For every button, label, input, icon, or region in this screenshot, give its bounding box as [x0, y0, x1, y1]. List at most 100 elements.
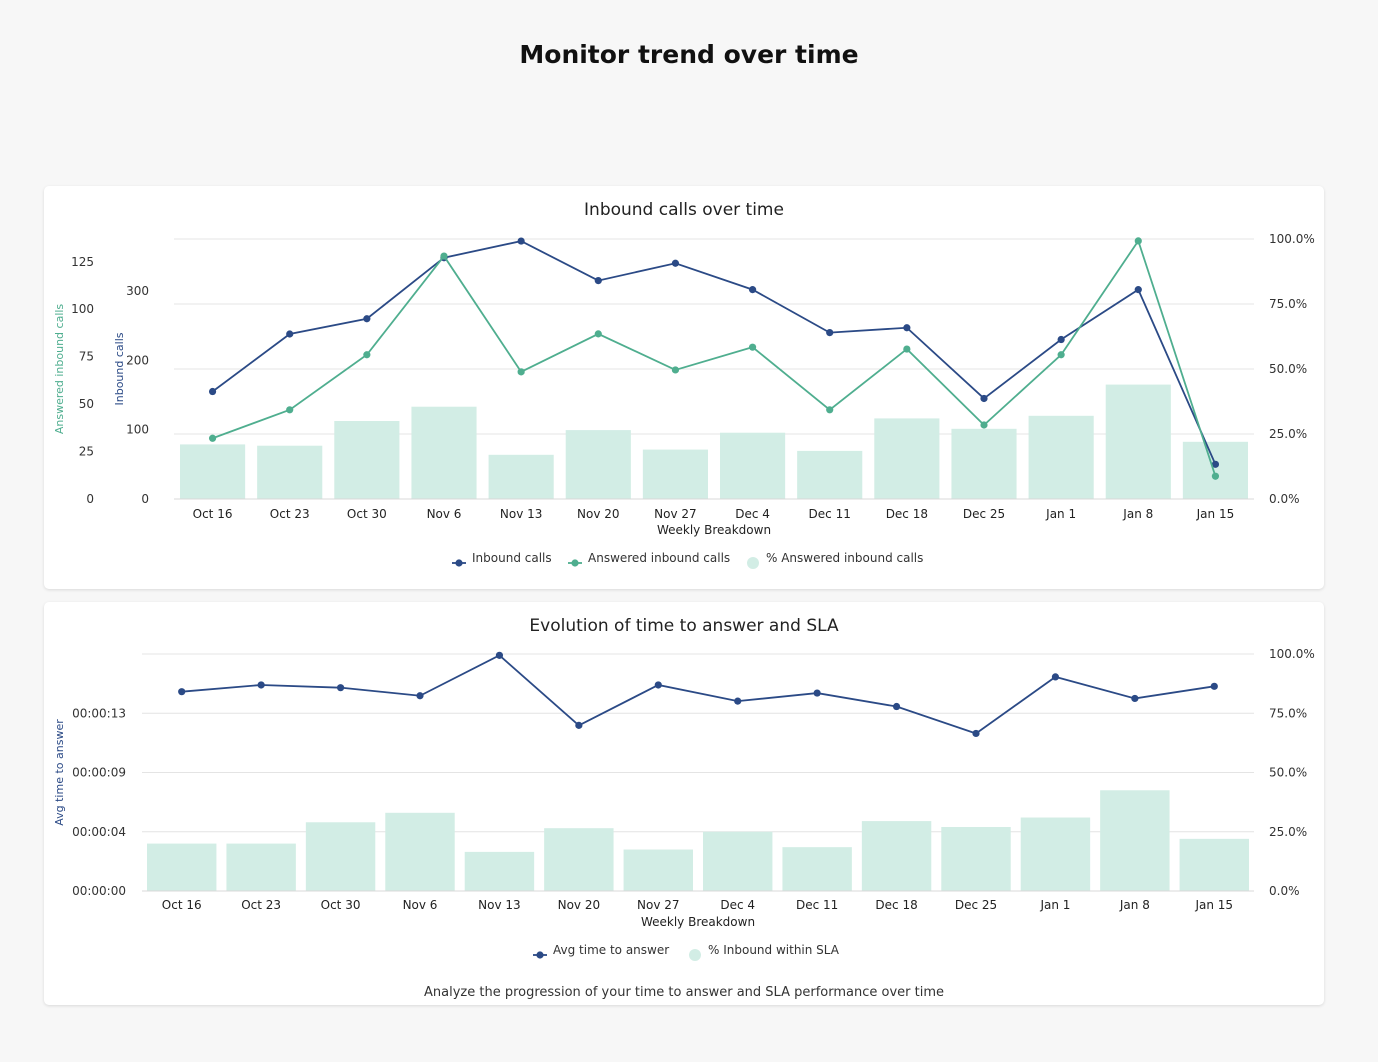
bar-answered-inbound-calls: [1105, 384, 1171, 499]
bar-answered-inbound-calls: [1028, 415, 1094, 499]
x-tick-label: Oct 30: [321, 898, 361, 912]
x-axis-label: Weekly Breakdown: [641, 915, 755, 929]
x-tick-label: Jan 8: [1122, 507, 1153, 521]
bar-answered-inbound-calls: [334, 421, 400, 499]
bar-inbound-within-sla: [1179, 838, 1249, 891]
x-tick-label: Jan 1: [1045, 507, 1076, 521]
bar-inbound-within-sla: [782, 847, 852, 891]
inbound-calls-chart: Inbound calls over time 0.0% 25.0% 50.0% 75.…: [53, 200, 1315, 569]
point-answered-inbound-calls: [363, 351, 371, 359]
bar-answered-inbound-calls: [1182, 441, 1248, 499]
point-avg-time-to-answer: [336, 684, 345, 692]
series-line-answered-inbound-calls: [212, 238, 1217, 477]
page-title: Monitor trend over time: [519, 40, 859, 69]
point-answered-inbound-calls: [440, 252, 448, 260]
point-answered-inbound-calls: [208, 434, 217, 442]
point-answered-inbound-calls: [1057, 351, 1065, 359]
x-tick-label: Dec 25: [963, 507, 1005, 521]
point-inbound-calls: [1134, 286, 1142, 294]
x-tick-label: Oct 16: [193, 507, 233, 521]
y-right-tick-label: 25.0%: [1269, 427, 1307, 441]
x-tick-label: Dec 11: [796, 898, 838, 912]
legend-item-inbound-calls[interactable]: Inbound calls: [452, 551, 552, 567]
bar-answered-inbound-calls: [565, 430, 631, 499]
legend-marker: [571, 559, 579, 567]
point-answered-inbound-calls: [748, 343, 757, 351]
x-tick-label: Nov 27: [637, 898, 680, 912]
x-tick-label: Nov 20: [577, 507, 620, 521]
point-inbound-calls: [208, 387, 217, 396]
legend-marker: [455, 559, 463, 567]
point-inbound-calls: [671, 259, 680, 267]
legend-label: % Inbound within SLA: [708, 943, 840, 957]
bar-answered-inbound-calls: [411, 406, 477, 499]
y-right-tick-label: 50.0%: [1269, 362, 1307, 376]
y-y-inner-tick-label: 0: [141, 492, 149, 506]
time-to-answer-chart: Evolution of time to answer and SLA 0.0% 2…: [53, 616, 1315, 961]
x-tick-label: Nov 13: [478, 898, 521, 912]
point-inbound-calls: [363, 315, 371, 323]
bar-inbound-within-sla: [941, 827, 1011, 891]
point-avg-time-to-answer: [892, 702, 901, 711]
y-axis-label: Inbound calls: [113, 332, 126, 405]
y-right-tick-label: 100.0%: [1269, 232, 1315, 246]
x-tick-label: Nov 6: [427, 507, 462, 521]
y-right-tick-label: 0.0%: [1269, 492, 1300, 506]
y-right-tick-label: 50.0%: [1269, 766, 1307, 780]
legend-label: Avg time to answer: [553, 943, 669, 957]
y-right-tick-label: 100.0%: [1269, 647, 1315, 661]
bar-answered-inbound-calls: [257, 445, 323, 499]
point-avg-time-to-answer: [1131, 694, 1139, 703]
point-inbound-calls: [748, 286, 757, 294]
y-right-tick-label: 0.0%: [1269, 884, 1300, 898]
chart-footer-note: Analyze the progression of your time to …: [424, 985, 944, 1000]
x-tick-label: Nov 20: [558, 898, 601, 912]
legend-item-inbound-within-sla[interactable]: % Inbound within SLA: [689, 943, 840, 961]
x-tick-label: Jan 1: [1039, 898, 1070, 912]
legend-item-avg-time-to-answer[interactable]: Avg time to answer: [533, 943, 669, 959]
bar-answered-inbound-calls: [951, 428, 1017, 499]
bar-inbound-within-sla: [703, 831, 773, 891]
y-y-outer-tick-label: 50: [79, 397, 94, 411]
point-avg-time-to-answer: [654, 681, 662, 689]
y-y-left-tick-label: 00:00:00: [72, 884, 126, 898]
y-axis-label: Avg time to answer: [53, 719, 66, 826]
legend-label: % Answered inbound calls: [766, 551, 923, 565]
x-tick-label: Dec 4: [735, 507, 770, 521]
point-avg-time-to-answer: [178, 688, 186, 696]
point-avg-time-to-answer: [257, 681, 265, 689]
legend-item-answered-inbound-calls[interactable]: % Answered inbound calls: [747, 551, 923, 569]
point-answered-inbound-calls: [980, 421, 988, 429]
bar-answered-inbound-calls: [180, 444, 246, 499]
legend-marker: [689, 949, 701, 961]
point-inbound-calls: [286, 330, 294, 338]
legend-item-answered-inbound-calls[interactable]: Answered inbound calls: [568, 551, 730, 567]
bar-answered-inbound-calls: [720, 432, 786, 499]
x-tick-label: Oct 23: [270, 507, 310, 521]
point-answered-inbound-calls: [671, 366, 680, 374]
point-avg-time-to-answer: [972, 729, 980, 738]
legend-marker: [536, 951, 544, 959]
point-answered-inbound-calls: [826, 406, 834, 414]
point-inbound-calls: [594, 277, 602, 285]
bar-inbound-within-sla: [1020, 817, 1091, 891]
y-y-inner-tick-label: 300: [126, 284, 149, 298]
y-axis-label: Answered inbound calls: [53, 304, 66, 435]
point-answered-inbound-calls: [286, 406, 294, 414]
x-tick-label: Oct 16: [162, 898, 202, 912]
chart-title: Inbound calls over time: [584, 200, 784, 220]
point-inbound-calls: [826, 329, 834, 337]
point-inbound-calls: [903, 324, 911, 332]
inbound-calls-chart-card: Inbound calls over time 0.0% 25.0% 50.0% 75.…: [44, 186, 1324, 589]
x-tick-label: Jan 15: [1194, 898, 1233, 912]
y-y-inner-tick-label: 100: [126, 423, 149, 437]
x-tick-label: Oct 23: [241, 898, 281, 912]
series-line-inbound-calls: [212, 240, 1217, 465]
bar-answered-inbound-calls: [874, 418, 940, 499]
point-answered-inbound-calls: [517, 368, 525, 376]
point-inbound-calls: [980, 394, 988, 403]
chart-title: Evolution of time to answer and SLA: [529, 616, 839, 636]
y-y-outer-tick-label: 75: [79, 350, 94, 364]
point-avg-time-to-answer: [734, 697, 742, 705]
point-answered-inbound-calls: [1211, 472, 1220, 480]
